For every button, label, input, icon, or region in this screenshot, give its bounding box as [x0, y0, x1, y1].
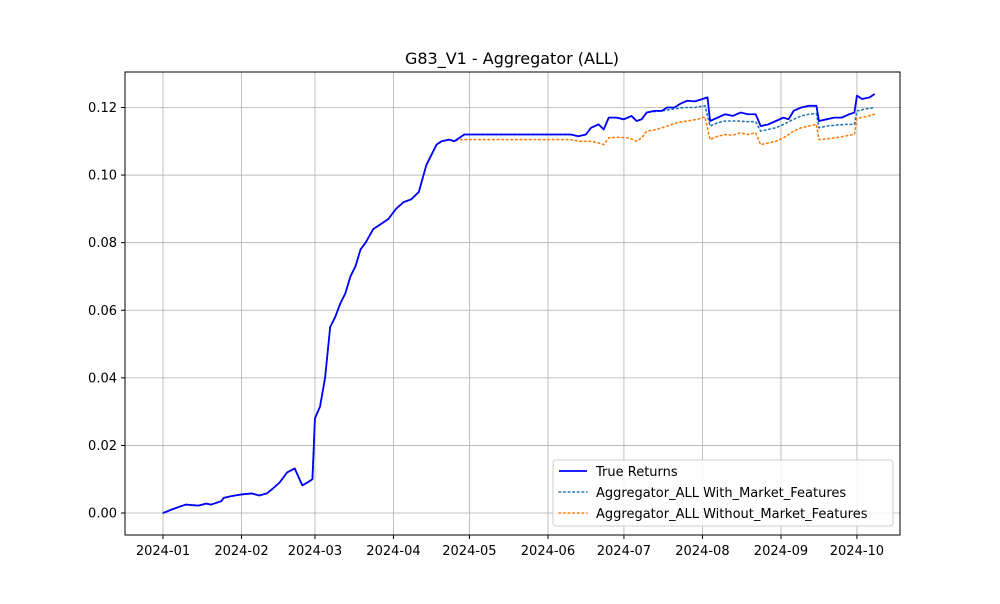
chart-title: G83_V1 - Aggregator (ALL)	[405, 49, 619, 69]
y-tick-label: 0.12	[88, 101, 117, 116]
legend-label-with-market-features: Aggregator_ALL With_Market_Features	[596, 486, 846, 501]
x-tick-label: 2024-02	[214, 544, 268, 559]
y-tick-label: 0.00	[88, 507, 117, 522]
grid	[125, 72, 900, 535]
x-tick-label: 2024-07	[597, 544, 651, 559]
plot-area-frame	[124, 71, 901, 536]
y-tick-label: 0.10	[88, 169, 117, 184]
x-tick-label: 2024-10	[830, 544, 884, 559]
legend-box	[552, 459, 894, 527]
y-tick-label: 0.02	[88, 439, 117, 454]
x-tick-label: 2024-01	[136, 544, 190, 559]
series-line-0	[162, 93, 876, 514]
legend-label-true-returns: True Returns	[595, 465, 678, 480]
y-tick-label: 0.04	[88, 371, 117, 386]
x-tick-label: 2024-08	[675, 544, 729, 559]
legend: True Returns Aggregator_ALL With_Market_…	[552, 459, 894, 527]
series-line-1	[162, 105, 876, 514]
x-axis-ticks: 2024-01 2024-02 2024-03 2024-04 2024-05 2024-…	[136, 535, 884, 559]
legend-label-without-market-features: Aggregator_ALL Without_Market_Features	[596, 507, 868, 522]
x-tick-label: 2024-05	[442, 544, 496, 559]
series-line-2	[162, 113, 876, 514]
y-axis-ticks: 0.00 0.02 0.04 0.06 0.08 0.10 0.12	[88, 101, 125, 522]
x-tick-label: 2024-09	[754, 544, 808, 559]
y-tick-label: 0.08	[88, 236, 117, 251]
x-tick-label: 2024-06	[521, 544, 575, 559]
x-tick-label: 2024-04	[366, 544, 420, 559]
series-lines	[162, 93, 876, 514]
y-tick-label: 0.06	[88, 304, 117, 319]
x-tick-label: 2024-03	[288, 544, 342, 559]
